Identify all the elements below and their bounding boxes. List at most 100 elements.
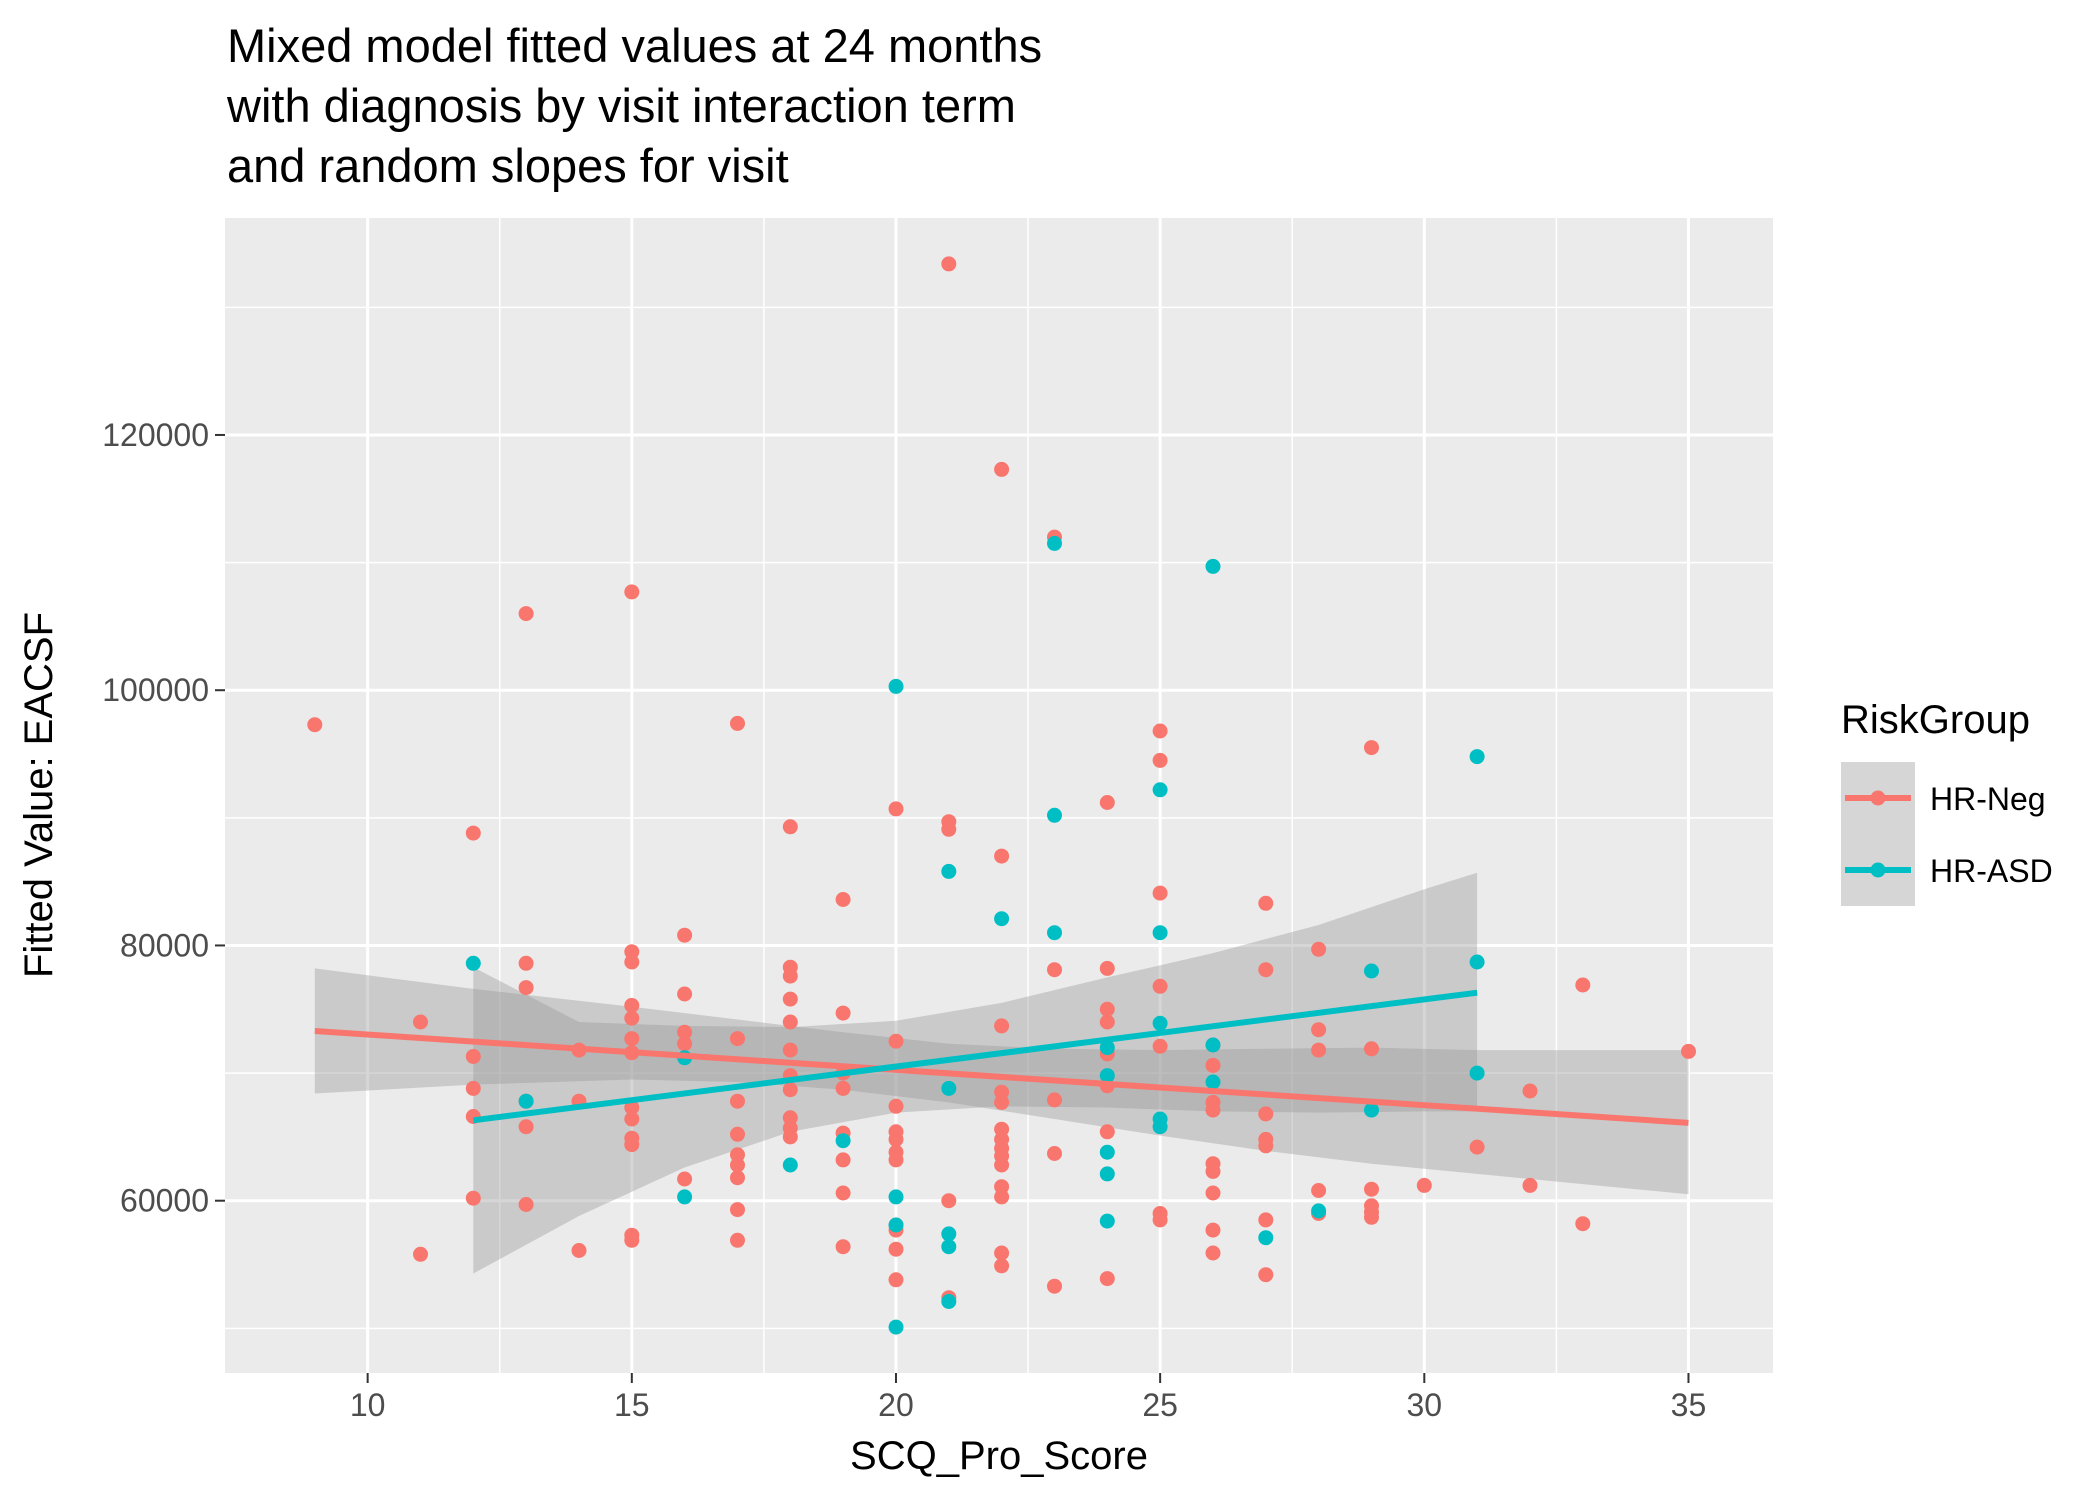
data-point-hr-neg xyxy=(941,256,957,272)
chart-title: Mixed model fitted values at 24 months wi… xyxy=(226,19,1042,192)
data-point-hr-neg xyxy=(1099,960,1115,976)
data-point-hr-neg xyxy=(1575,1216,1591,1232)
y-tick-label: 60000 xyxy=(120,1183,209,1219)
legend-item-hr-asd: HR-ASD xyxy=(1841,834,2053,906)
data-point-hr-neg xyxy=(941,1193,957,1209)
data-point-hr-neg xyxy=(1099,1001,1115,1017)
data-point-hr-asd xyxy=(1364,1102,1379,1118)
data-point-hr-asd xyxy=(1099,1040,1115,1056)
y-tick-label: 120000 xyxy=(102,417,209,453)
data-point-hr-neg xyxy=(624,1010,640,1026)
data-point-hr-neg xyxy=(1099,1014,1115,1030)
data-point-hr-neg xyxy=(888,1272,904,1288)
data-point-hr-asd xyxy=(1152,1015,1168,1031)
data-point-hr-asd xyxy=(888,678,904,694)
data-point-hr-neg xyxy=(782,1014,798,1030)
confidence-band-hr-neg xyxy=(314,968,1689,1195)
data-point-hr-neg xyxy=(1681,1043,1696,1059)
data-point-hr-neg xyxy=(307,717,323,733)
data-point-hr-asd xyxy=(465,955,481,971)
data-point-hr-neg xyxy=(835,1080,851,1096)
data-point-hr-asd xyxy=(1099,1166,1115,1182)
data-point-hr-neg xyxy=(782,968,798,984)
data-point-hr-neg xyxy=(1047,962,1062,978)
data-point-hr-neg xyxy=(571,1243,587,1258)
data-point-hr-neg xyxy=(1364,1041,1379,1057)
data-point-hr-neg xyxy=(624,1137,640,1153)
chart-title-text: Mixed model fitted values at 24 months wi… xyxy=(226,19,1042,192)
x-tick-label: 20 xyxy=(878,1387,914,1423)
data-point-hr-neg xyxy=(1099,1124,1115,1140)
data-point-hr-neg xyxy=(888,1033,904,1049)
data-point-hr-neg xyxy=(1311,1042,1327,1058)
data-point-hr-asd xyxy=(941,1080,957,1096)
data-point-hr-neg xyxy=(465,1049,481,1064)
data-point-hr-asd xyxy=(1469,749,1485,765)
trend-line-hr-neg xyxy=(314,1027,1689,1126)
data-point-hr-neg xyxy=(782,1129,798,1145)
data-point-hr-asd xyxy=(888,1189,904,1205)
data-point-hr-asd xyxy=(1152,1119,1168,1135)
data-point-hr-asd xyxy=(888,1319,904,1335)
data-point-hr-neg xyxy=(835,892,851,907)
data-point-hr-neg xyxy=(1258,895,1274,911)
x-tick-label: 15 xyxy=(614,1387,650,1423)
data-point-hr-neg xyxy=(835,1152,851,1168)
data-point-hr-neg xyxy=(465,1190,481,1206)
data-point-hr-neg xyxy=(624,1100,640,1115)
data-point-hr-neg xyxy=(730,1126,745,1142)
data-point-hr-neg xyxy=(1047,1146,1062,1161)
data-point-hr-neg xyxy=(1364,740,1379,756)
data-point-hr-neg xyxy=(1152,1212,1168,1228)
data-point-hr-neg xyxy=(994,461,1010,477)
data-point-hr-neg xyxy=(677,986,693,1002)
data-point-hr-asd xyxy=(835,1133,851,1149)
data-point-hr-neg xyxy=(1258,1267,1274,1283)
data-point-hr-asd xyxy=(1205,558,1221,574)
data-point-hr-neg xyxy=(994,1157,1010,1173)
data-point-hr-asd xyxy=(1047,807,1062,823)
legend-item-hr-neg: HR-Neg xyxy=(1841,762,2046,834)
data-point-hr-neg xyxy=(730,1170,745,1186)
data-point-hr-asd xyxy=(1047,535,1062,551)
data-point-hr-asd xyxy=(1258,1230,1274,1246)
data-point-hr-neg xyxy=(1152,723,1168,739)
chart-title-line: and random slopes for visit xyxy=(227,139,789,192)
grid xyxy=(225,218,1773,1373)
data-point-hr-neg xyxy=(730,1031,745,1047)
data-point-hr-neg xyxy=(1152,885,1168,901)
data-point-hr-neg xyxy=(1205,1185,1221,1201)
data-point-hr-neg xyxy=(994,848,1010,864)
data-point-hr-neg xyxy=(1469,1139,1485,1155)
data-point-hr-neg xyxy=(730,1232,745,1248)
data-point-hr-neg xyxy=(1258,1106,1274,1122)
data-point-hr-neg xyxy=(994,1245,1010,1261)
data-point-hr-neg xyxy=(624,1111,640,1127)
data-point-hr-neg xyxy=(624,954,640,970)
data-point-hr-neg xyxy=(624,1031,640,1047)
data-point-hr-neg xyxy=(518,1197,534,1212)
data-point-hr-asd xyxy=(1205,1037,1221,1053)
axes: 10 15 20 25 30 35 60000 80000 100000 120000 xyxy=(102,417,1706,1423)
data-point-hr-asd xyxy=(1469,1065,1485,1081)
data-point-hr-neg xyxy=(677,927,693,943)
y-tick-label: 100000 xyxy=(102,672,209,708)
data-point-hr-neg xyxy=(888,801,904,817)
data-point-hr-neg xyxy=(888,1131,904,1147)
data-point-hr-neg xyxy=(730,715,745,731)
data-point-hr-neg xyxy=(1522,1177,1538,1193)
data-point-hr-asd xyxy=(1099,1213,1115,1229)
data-point-hr-asd xyxy=(1152,925,1168,941)
data-point-hr-neg xyxy=(677,1171,693,1187)
data-point-hr-neg xyxy=(465,825,481,841)
data-point-hr-asd xyxy=(518,1093,534,1109)
data-point-hr-neg xyxy=(1205,1163,1221,1179)
data-point-hr-neg xyxy=(888,1152,904,1168)
data-point-hr-neg xyxy=(413,1014,428,1030)
data-point-hr-neg xyxy=(677,1036,693,1052)
legend: RiskGroup HR-Neg HR-ASD xyxy=(1841,698,2053,906)
x-tick-label: 30 xyxy=(1407,1387,1443,1423)
data-point-hr-neg xyxy=(624,584,640,600)
trend-line-hr-asd xyxy=(472,989,1478,1124)
